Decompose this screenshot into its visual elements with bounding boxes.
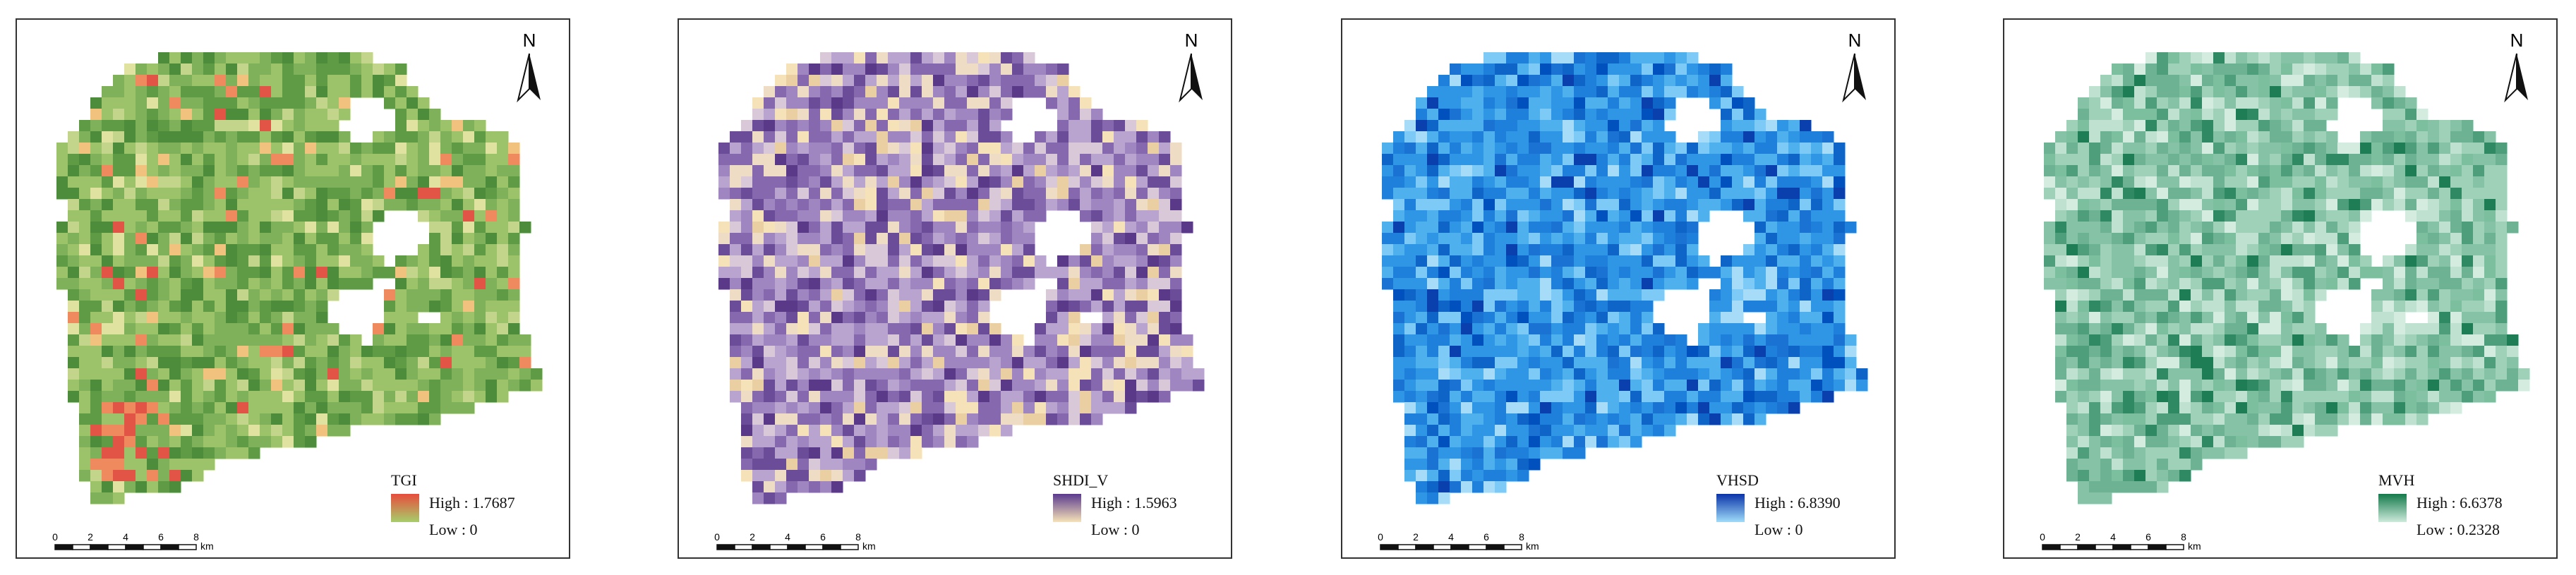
scale-tick-label: 2: [2075, 531, 2081, 543]
scale-tick-label: 6: [820, 531, 826, 543]
scale-tick-label: 4: [785, 531, 790, 543]
scale-bar-graphic: 0 2 4 6 8km: [1378, 531, 1539, 552]
north-arrow-icon: N: [517, 30, 541, 103]
legend: VHSD High : 6.8390 Low : 0: [1716, 471, 1886, 549]
scale-unit-label: km: [1526, 540, 1539, 552]
north-arrow-icon: N: [2504, 30, 2528, 103]
legend-low-label: Low : 0.2328: [2416, 521, 2500, 538]
scale-unit-label: km: [200, 540, 214, 552]
scale-bar-graphic: 0 2 4 6 8km: [714, 531, 876, 552]
legend-color-ramp: [1053, 494, 1081, 522]
north-label: N: [2510, 30, 2524, 51]
north-label: N: [523, 30, 536, 51]
raster-cells: [1382, 52, 1868, 504]
map-panel-mvh: N MVH High : 6.6378 Low : 0.2328 0 2 4 6 8 km: [2003, 18, 2558, 559]
scale-tick-label: 4: [1448, 531, 1454, 543]
scale-bar-graphic: 0 2 4 6 8km: [52, 531, 214, 552]
scale-bar: 0 2 4 6 8 km: [52, 528, 236, 556]
scale-tick-label: 6: [1483, 531, 1489, 543]
legend-title: TGI: [391, 471, 417, 489]
scale-tick-label: 0: [2040, 531, 2045, 543]
north-label: N: [1848, 30, 1862, 51]
legend-high-label: High : 1.5963: [1091, 494, 1177, 512]
north-arrow-icon: N: [1179, 30, 1203, 103]
scale-unit-label: km: [862, 540, 876, 552]
scale-unit-label: km: [2188, 540, 2201, 552]
scale-tick-label: 8: [1519, 531, 1524, 543]
raster-map: [1382, 52, 1868, 504]
scale-bar: 0 2 4 6 8 km: [2040, 528, 2223, 556]
scale-tick-label: 0: [52, 531, 58, 543]
map-panel-tgi: N TGI High : 1.7687 Low : 0 0 2 4 6 8 km: [16, 18, 570, 559]
north-arrow-icon: N: [1842, 30, 1866, 103]
scale-bar-graphic: 0 2 4 6 8km: [2040, 531, 2201, 552]
scale-tick-label: 4: [2110, 531, 2116, 543]
raster-cells: [718, 52, 1205, 504]
scale-tick-label: 0: [714, 531, 720, 543]
scale-bar: 0 2 4 6 8 km: [1378, 528, 1561, 556]
raster-cells: [56, 52, 543, 504]
raster-map: [2044, 52, 2530, 504]
legend-title: SHDI_V: [1053, 471, 1109, 489]
legend-low-label: Low : 0: [1755, 521, 1803, 538]
scale-tick-label: 8: [193, 531, 199, 543]
legend-color-ramp: [2378, 494, 2407, 522]
scale-tick-label: 2: [1413, 531, 1419, 543]
raster-map: [718, 52, 1205, 504]
legend: SHDI_V High : 1.5963 Low : 0: [1053, 471, 1222, 549]
scale-tick-label: 2: [750, 531, 755, 543]
legend-high-label: High : 6.8390: [1755, 494, 1841, 512]
scale-tick-label: 4: [123, 531, 128, 543]
legend: TGI High : 1.7687 Low : 0: [391, 471, 560, 549]
scale-tick-label: 6: [158, 531, 164, 543]
legend: MVH High : 6.6378 Low : 0.2328: [2378, 471, 2548, 549]
scale-tick-label: 0: [1378, 531, 1383, 543]
legend-high-label: High : 1.7687: [429, 494, 515, 512]
legend-low-label: Low : 0: [1091, 521, 1140, 538]
scale-tick-label: 8: [2181, 531, 2186, 543]
legend-color-ramp: [1716, 494, 1745, 522]
scale-tick-label: 8: [855, 531, 861, 543]
map-panel-vhsd: N VHSD High : 6.8390 Low : 0 0 2 4 6 8 km: [1341, 18, 1896, 559]
legend-low-label: Low : 0: [429, 521, 478, 538]
legend-color-ramp: [391, 494, 419, 522]
legend-high-label: High : 6.6378: [2416, 494, 2503, 512]
raster-cells: [2044, 52, 2530, 504]
scale-tick-label: 6: [2145, 531, 2151, 543]
map-panel-shdi-v: N SHDI_V High : 1.5963 Low : 0 0 2 4 6 8 km: [678, 18, 1232, 559]
raster-map: [56, 52, 543, 504]
scale-tick-label: 2: [88, 531, 93, 543]
legend-title: MVH: [2378, 471, 2415, 489]
legend-title: VHSD: [1716, 471, 1759, 489]
north-label: N: [1185, 30, 1198, 51]
scale-bar: 0 2 4 6 8 km: [714, 528, 898, 556]
